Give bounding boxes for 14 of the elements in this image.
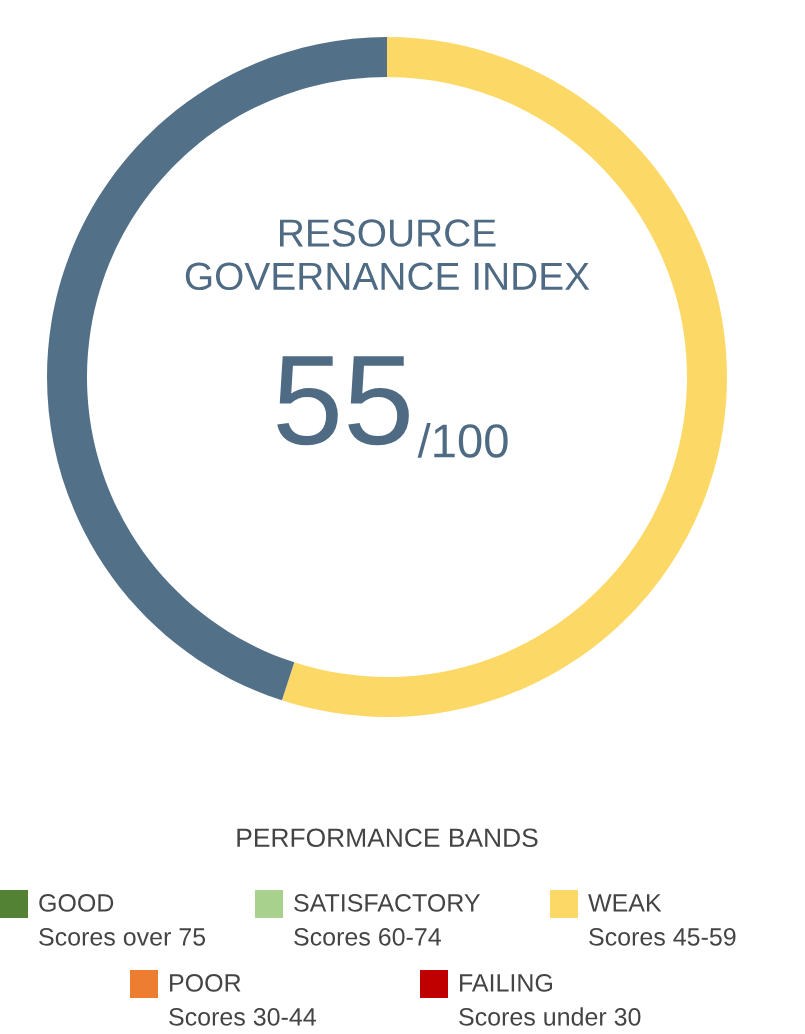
- text: Scores 30-44: [169, 1008, 316, 1026]
- legend-label: WEAK: [588, 894, 662, 912]
- text: Scores 45-59: [589, 928, 736, 946]
- text: Scores 60-74: [294, 928, 441, 946]
- legend-title: PERFORMANCE BANDS: [237, 828, 538, 848]
- legend-label: SATISFACTORY: [294, 894, 481, 912]
- text: /100: [417, 422, 508, 458]
- text: RESOURCE GOVERNANCE INDEX: [185, 219, 590, 291]
- text: 55: [277, 356, 409, 446]
- text: Scores under 30: [459, 1007, 641, 1026]
- text: Scores over 75: [39, 928, 206, 946]
- legend-label: GOOD: [39, 894, 114, 912]
- legend-label: POOR: [170, 974, 241, 992]
- legend-label: FAILING: [460, 974, 552, 992]
